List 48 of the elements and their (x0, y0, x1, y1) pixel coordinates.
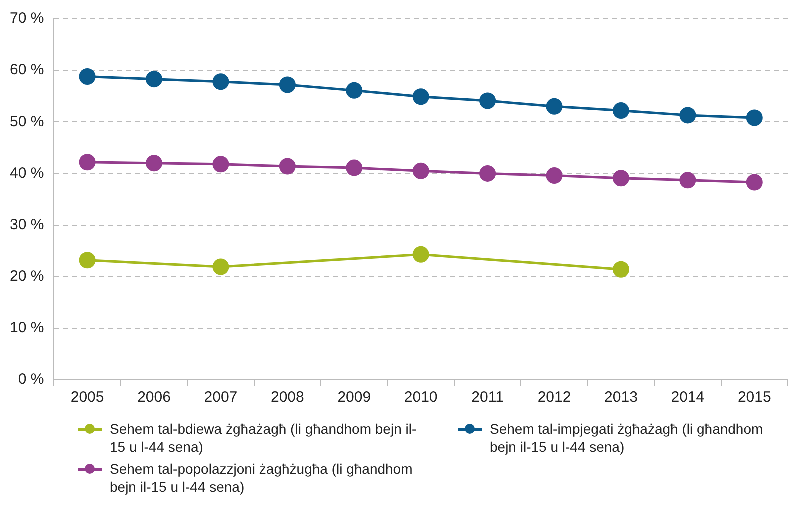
point (212, 156, 230, 173)
point (279, 76, 296, 94)
y-tick-label: 50 % (10, 113, 44, 130)
point (79, 252, 96, 269)
point (79, 154, 96, 171)
x-tick-label: 2013 (604, 389, 638, 406)
point (746, 174, 763, 191)
point (146, 155, 163, 172)
point (480, 92, 496, 110)
y-tick-label: 20 % (10, 268, 44, 285)
x-tick-label: 2015 (738, 389, 772, 406)
x-tick-label: 2006 (138, 389, 171, 406)
point (612, 170, 630, 187)
legend-label: Sehem tal-impjegati żgħażagħ (li għandhom bejn il-15 u l-44 sena) (490, 420, 764, 456)
x-tick-label: 2008 (270, 389, 304, 406)
y-tick-label: 40 % (10, 164, 44, 182)
legend-label: Sehem tal-popolazzjoni żagħżugħa (li għandhom bejn il-15 u l-44 sena) (110, 460, 414, 496)
x-tick-label: 2005 (70, 389, 104, 406)
point (79, 68, 96, 86)
x-tick-label: 2011 (472, 389, 504, 406)
point (680, 172, 696, 189)
point (680, 107, 696, 124)
point (746, 110, 763, 126)
x-tick-label: 2014 (671, 389, 705, 406)
point (212, 74, 230, 90)
x-tick-label: 2012 (538, 389, 572, 406)
y-tick-label: 30 % (10, 216, 44, 234)
point (212, 258, 230, 276)
point (412, 162, 430, 180)
y-tick-label: 60 % (10, 62, 44, 79)
point (412, 88, 430, 106)
x-tick-label: 2007 (204, 389, 238, 406)
point (480, 165, 496, 182)
point (612, 102, 630, 120)
point (546, 168, 563, 184)
x-tick-label: 2009 (338, 389, 372, 406)
point (279, 158, 296, 175)
point (546, 98, 563, 115)
point (612, 261, 630, 278)
y-tick-label: 10 % (10, 320, 44, 337)
point (346, 160, 363, 176)
x-tick-label: 2010 (404, 389, 438, 406)
point (146, 71, 163, 88)
y-tick-label: 0 % (18, 371, 44, 388)
y-tick-label: 70 % (10, 10, 44, 28)
legend-label: Sehem tal-bdiewa żgħażagħ (li għandhom bejn il-15 u l-44 sena) (110, 420, 418, 456)
point (346, 82, 363, 99)
point (412, 246, 430, 263)
